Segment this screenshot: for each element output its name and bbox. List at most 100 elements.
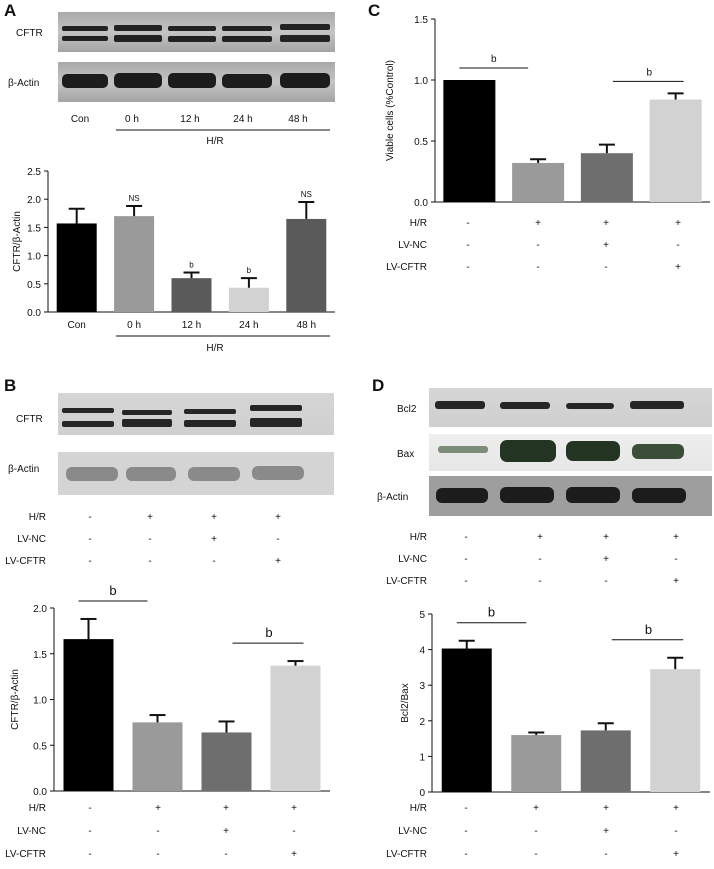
condition-sign: -: [534, 826, 537, 837]
A-bar: [228, 287, 269, 312]
D-sig-label: b: [645, 622, 652, 637]
panel-a-lane-2: 12 h: [180, 114, 199, 125]
panel-a-blot-label-1: β-Actin: [8, 78, 39, 89]
condition-label: LV-CFTR: [386, 576, 427, 587]
C-bar: [443, 80, 496, 202]
condition-label: LV-CFTR: [5, 849, 46, 860]
A-ytick-label: 2.5: [27, 167, 41, 178]
A-ylabel: CFTR/β-Actin: [12, 211, 23, 272]
D-ytick-label: 4: [419, 646, 425, 657]
A-ytick-label: 1.0: [27, 252, 41, 263]
B-bar: [63, 639, 114, 791]
panel-a-cftr-blot: [58, 12, 335, 52]
C-bar: [649, 99, 702, 202]
condition-sign: -: [88, 556, 91, 567]
C-sig-label: b: [646, 67, 652, 78]
D-ytick-label: 3: [419, 681, 425, 692]
panel-d-blot-conditions: H/R - + + + LV-NC - - + - LV-CFTR - - - +: [386, 532, 679, 587]
panel-a-lane-3: 24 h: [233, 114, 252, 125]
condition-sign: -: [466, 218, 469, 229]
condition-sign: -: [88, 534, 91, 545]
panel-a-lane-0: Con: [71, 114, 89, 125]
panel-c-label: C: [368, 1, 380, 20]
condition-label: LV-CFTR: [386, 262, 427, 273]
A-group-label: H/R: [206, 343, 223, 354]
C-ytick-label: 0.5: [414, 137, 428, 148]
condition-sign: -: [464, 532, 467, 543]
condition-sign: +: [155, 803, 161, 814]
panel-a-lane-1: 0 h: [125, 114, 139, 125]
condition-sign: -: [148, 534, 151, 545]
C-bar: [580, 153, 633, 202]
condition-sign: +: [673, 803, 679, 814]
condition-sign: -: [224, 849, 227, 860]
condition-label: LV-NC: [17, 534, 46, 545]
D-bar: [650, 669, 701, 792]
B-ytick-label: 1.0: [33, 696, 47, 707]
condition-sign: +: [675, 218, 681, 229]
panel-a-group: H/R: [206, 136, 223, 147]
A-bar: [171, 278, 212, 312]
D-bar: [441, 648, 492, 792]
condition-sign: -: [538, 576, 541, 587]
A-xtick-label: 12 h: [182, 320, 201, 331]
B-sig-label: b: [265, 625, 272, 640]
A-xtick-label: 48 h: [297, 320, 316, 331]
D-sig-label: b: [488, 605, 495, 620]
B-ytick-label: 0.5: [33, 741, 47, 752]
condition-sign: -: [292, 826, 295, 837]
B-ylabel: CFTR/β-Actin: [10, 669, 21, 730]
B-ytick-label: 0.0: [33, 787, 47, 798]
condition-sign: +: [603, 532, 609, 543]
panel-d-blot-label-2: β-Actin: [377, 492, 408, 503]
condition-sign: -: [604, 576, 607, 587]
condition-label: H/R: [29, 512, 46, 523]
condition-label: H/R: [410, 532, 427, 543]
A-annotation: b: [189, 261, 194, 270]
condition-sign: -: [466, 240, 469, 251]
condition-sign: -: [538, 554, 541, 565]
condition-sign: -: [466, 262, 469, 273]
A-bar: [56, 223, 97, 312]
condition-sign: +: [291, 803, 297, 814]
panel-d-blot-label-0: Bcl2: [397, 404, 417, 415]
condition-label: H/R: [410, 218, 427, 229]
condition-sign: +: [291, 849, 297, 860]
A-ytick-label: 0.5: [27, 280, 41, 291]
condition-sign: -: [604, 849, 607, 860]
condition-sign: -: [536, 240, 539, 251]
condition-sign: +: [533, 803, 539, 814]
panel-d-label: D: [372, 376, 384, 395]
condition-label: LV-NC: [17, 826, 46, 837]
C-bar: [512, 162, 565, 202]
B-bar: [201, 732, 252, 791]
A-ytick-label: 2.0: [27, 195, 41, 206]
condition-sign: +: [603, 240, 609, 251]
condition-label: LV-NC: [398, 240, 427, 251]
D-bar: [580, 730, 631, 792]
C-ytick-label: 1.0: [414, 76, 428, 87]
condition-sign: +: [603, 826, 609, 837]
panel-d-chart: 0 1 2 3 4 5 Bcl2/Bax b b H/R - + + + LV-NC - - + - LV-CFTR -…: [386, 605, 710, 860]
condition-sign: -: [604, 262, 607, 273]
B-ytick-label: 1.5: [33, 650, 47, 661]
A-xtick-label: 24 h: [239, 320, 258, 331]
panel-b-blot: [58, 393, 334, 495]
A-annotation: NS: [301, 190, 312, 199]
D-ytick-label: 2: [419, 717, 425, 728]
panel-a-lane-4: 48 h: [288, 114, 307, 125]
C-sig-label: b: [491, 54, 497, 65]
condition-sign: -: [534, 849, 537, 860]
condition-sign: +: [275, 512, 281, 523]
condition-sign: +: [603, 218, 609, 229]
condition-sign: +: [211, 512, 217, 523]
condition-label: H/R: [29, 803, 46, 814]
panel-b-blot-label-0: CFTR: [16, 414, 43, 425]
condition-sign: -: [88, 849, 91, 860]
condition-sign: -: [148, 556, 151, 567]
condition-sign: -: [464, 803, 467, 814]
D-ytick-label: 0: [419, 788, 425, 799]
panel-b-chart: 0.0 0.5 1.0 1.5 2.0 CFTR/β-Actin b b H/R - + + + LV-N…: [5, 583, 330, 860]
B-bar: [270, 665, 321, 791]
A-bar: [286, 218, 327, 312]
